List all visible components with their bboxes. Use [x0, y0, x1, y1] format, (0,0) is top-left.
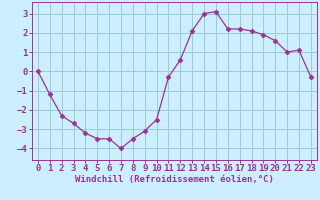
X-axis label: Windchill (Refroidissement éolien,°C): Windchill (Refroidissement éolien,°C) — [75, 175, 274, 184]
